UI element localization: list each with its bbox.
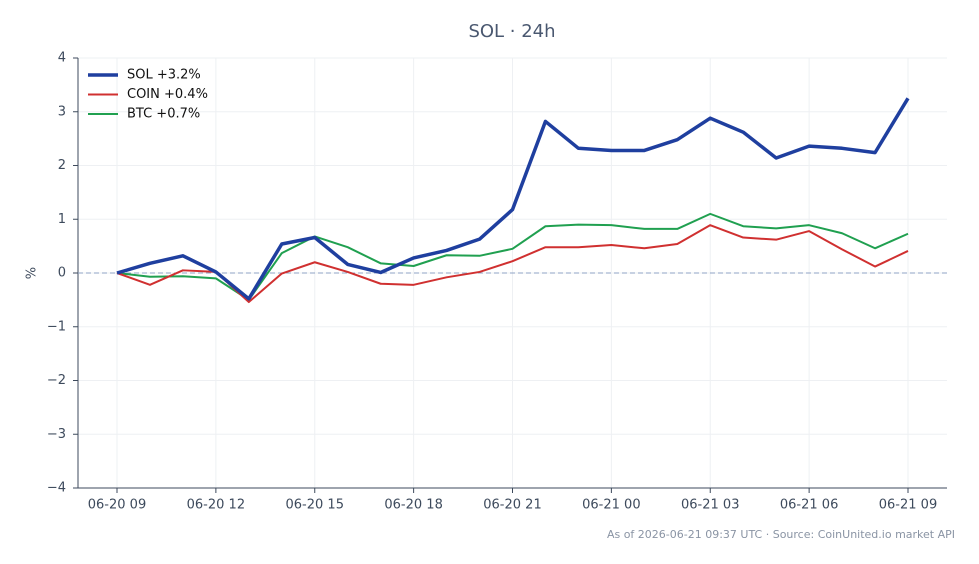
footnote: As of 2026-06-21 09:37 UTC · Source: Coi…	[607, 528, 955, 541]
x-tick-label: 06-21 03	[681, 498, 739, 513]
x-tick-label: 06-21 06	[780, 498, 838, 513]
y-tick-label: −1	[47, 319, 66, 334]
y-axis-label: %	[25, 267, 40, 279]
y-tick-label: −4	[47, 481, 66, 496]
y-tick-label: 1	[58, 212, 66, 227]
y-tick-label: −3	[47, 427, 66, 442]
x-tick-label: 06-20 15	[286, 498, 344, 513]
x-tick-label: 06-21 09	[879, 498, 937, 513]
chart-title: SOL · 24h	[468, 21, 555, 42]
series-line	[116, 97, 910, 301]
x-tick-label: 06-21 00	[582, 498, 640, 513]
x-tick-label: 06-20 21	[483, 498, 541, 513]
y-tick-label: −2	[47, 373, 66, 388]
x-tick-label: 06-20 09	[88, 498, 146, 513]
y-tick-label: 2	[58, 158, 66, 173]
legend-label: SOL +3.2%	[127, 68, 201, 83]
x-tick-label: 06-20 18	[384, 498, 442, 513]
series-line	[116, 224, 909, 304]
x-tick-label: 06-20 12	[187, 498, 245, 513]
y-tick-label: 4	[58, 51, 66, 66]
y-tick-label: 3	[58, 104, 66, 119]
legend-label: BTC +0.7%	[127, 107, 200, 122]
legend-label: COIN +0.4%	[127, 87, 208, 102]
y-tick-label: 0	[58, 266, 66, 281]
